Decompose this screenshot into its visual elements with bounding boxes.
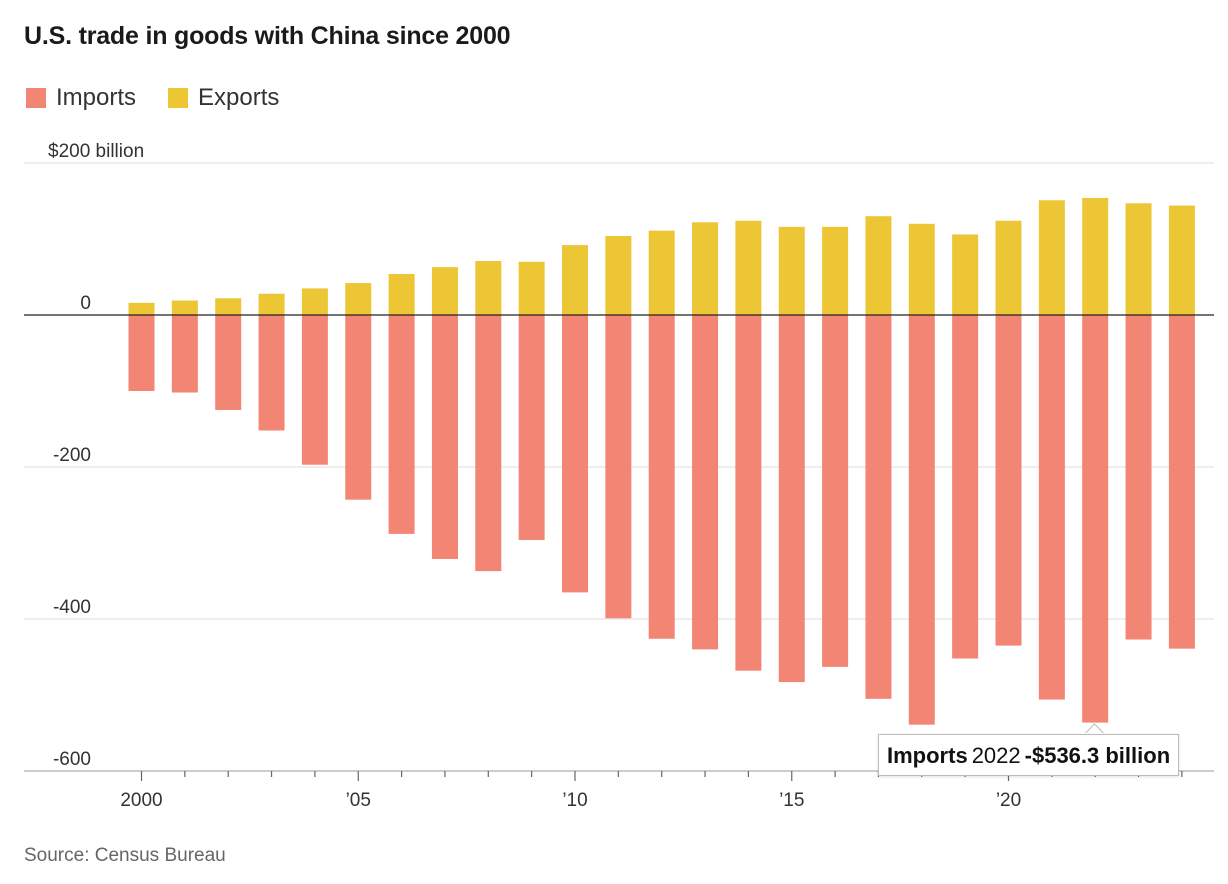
legend-swatch-imports [26, 88, 46, 108]
bar-export-2024 [1168, 205, 1195, 315]
bar-import-2015 [778, 315, 805, 683]
bar-export-2006 [388, 273, 415, 315]
bar-export-2014 [735, 220, 762, 315]
bar-export-2023 [1125, 203, 1152, 315]
bar-import-2007 [431, 315, 458, 559]
bar-export-2019 [952, 234, 979, 315]
bar-export-2012 [648, 230, 675, 315]
bar-import-2022 [1082, 315, 1109, 723]
tooltip-value: -$536.3 billion [1024, 743, 1171, 768]
bar-import-2005 [345, 315, 372, 500]
bar-export-2004 [301, 288, 328, 315]
bar-export-2013 [692, 222, 719, 315]
bar-import-2006 [388, 315, 415, 534]
bar-import-2012 [648, 315, 675, 639]
legend-item-exports: Exports [168, 84, 279, 112]
bar-export-2017 [865, 216, 892, 315]
bar-export-2018 [908, 223, 935, 315]
bar-import-2010 [562, 315, 588, 593]
bar-import-2004 [301, 315, 328, 465]
bar-export-2021 [1038, 200, 1065, 315]
bar-import-2008 [475, 315, 502, 572]
bar-export-2005 [345, 283, 372, 315]
bar-import-2011 [605, 315, 632, 619]
bar-import-2014 [735, 315, 762, 671]
legend: Imports Exports [26, 84, 311, 112]
bar-import-2021 [1038, 315, 1065, 700]
y-tick-label: 0 [80, 293, 91, 314]
bar-export-2000 [128, 302, 155, 315]
bar-export-2016 [822, 226, 849, 315]
y-tick-label: $200 billion [48, 141, 144, 162]
bar-export-2008 [475, 261, 502, 315]
bar-import-2018 [908, 315, 935, 725]
bar-import-2016 [822, 315, 849, 667]
x-tick-label: ’20 [996, 790, 1021, 811]
x-tick-label: ’15 [779, 790, 804, 811]
legend-swatch-exports [168, 88, 189, 108]
bar-export-2007 [431, 267, 458, 315]
x-tick-label: ’05 [346, 790, 371, 811]
bar-import-2023 [1125, 315, 1152, 640]
bar-import-2013 [692, 315, 719, 650]
bar-import-2019 [952, 315, 979, 659]
x-tick-label: ’10 [562, 790, 587, 811]
x-tick-label: 2000 [120, 790, 162, 811]
bar-export-2015 [778, 226, 805, 315]
bar-import-2009 [518, 315, 545, 540]
tooltip-year: 2022 [971, 743, 1021, 768]
bar-export-2010 [562, 245, 588, 315]
chart-title: U.S. trade in goods with China since 200… [24, 22, 511, 50]
legend-label-exports: Exports [198, 84, 280, 111]
y-tick-label: -200 [53, 445, 91, 466]
tooltip: Imports 2022 -$536.3 billion [878, 734, 1180, 776]
source-note: Source: Census Bureau [24, 845, 226, 866]
bar-import-2001 [171, 315, 198, 393]
bar-import-2024 [1168, 315, 1195, 649]
bar-export-2022 [1082, 197, 1109, 315]
bar-export-2001 [171, 300, 198, 315]
y-tick-label: -600 [53, 749, 91, 770]
legend-item-imports: Imports [26, 84, 136, 112]
bar-import-2017 [865, 315, 892, 699]
tooltip-series: Imports [887, 743, 968, 768]
bar-import-2003 [258, 315, 285, 431]
bar-import-2000 [128, 315, 155, 391]
bar-export-2020 [995, 220, 1022, 315]
legend-label-imports: Imports [56, 84, 137, 111]
bar-export-2003 [258, 293, 285, 315]
bar-export-2002 [215, 298, 242, 315]
bar-export-2009 [518, 261, 545, 315]
bar-import-2020 [995, 315, 1022, 646]
bar-import-2002 [215, 315, 242, 410]
y-tick-label: -400 [53, 597, 91, 618]
bar-export-2011 [605, 235, 632, 315]
